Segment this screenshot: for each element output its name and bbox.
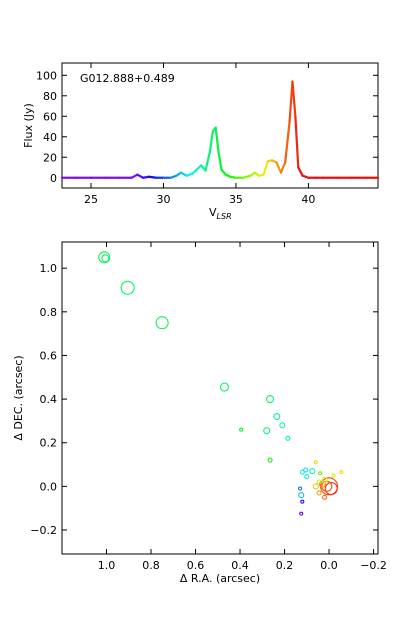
- maser-spot: [319, 477, 339, 496]
- spectrum-ytick-label: 60: [43, 110, 57, 123]
- maser-spot: [267, 457, 273, 463]
- map-ytick-label: 0.0: [40, 480, 58, 493]
- spectrum-ytick-label: 0: [50, 172, 57, 185]
- spectrum-line-segment: [275, 161, 282, 174]
- map-xtick-label: 1.0: [98, 559, 116, 572]
- spectrum-line-segment: [242, 174, 252, 179]
- map-xlabel: Δ R.A. (arcsec): [180, 572, 260, 585]
- spectrum-line-segment: [147, 175, 158, 179]
- maser-spot: [324, 481, 338, 496]
- spectrum-line-segment: [291, 80, 297, 118]
- maser-spot: [316, 479, 322, 485]
- maser-spot: [299, 469, 305, 475]
- map-xtick-label: 0.4: [231, 559, 249, 572]
- map-xtick-label: 0.8: [142, 559, 160, 572]
- maser-spot: [312, 483, 319, 490]
- maser-spot: [322, 494, 328, 500]
- spectrum-xlabel: VLSR: [209, 206, 232, 221]
- spot-map-panel: 1.0 0.8 0.6 0.4 0.2 0.0 −0.2 −0.2 0.0 0.2 0.4 0.6 0.…: [12, 241, 387, 585]
- spectrum-line-segment: [294, 115, 300, 169]
- spectrum-xtick-label: 40: [301, 193, 315, 206]
- maser-spot: [273, 412, 281, 421]
- maser-spot: [303, 467, 309, 473]
- maser-spot: [120, 280, 135, 295]
- maser-spot: [298, 492, 305, 499]
- maser-spot: [339, 470, 344, 475]
- maser-spot: [318, 471, 323, 476]
- spectrum-frame: [61, 62, 379, 189]
- spectrum-line-segment: [204, 151, 211, 172]
- spectrum-line-segment: [214, 126, 220, 154]
- map-ytick-label: 0.2: [40, 437, 58, 450]
- spectrum-line-segment: [208, 130, 214, 154]
- maser-spot: [299, 511, 304, 516]
- spectrum-xtick-label: 25: [84, 193, 98, 206]
- spectrum-ytick-label: 40: [43, 131, 57, 144]
- maser-spot: [313, 460, 318, 465]
- maser-spot: [298, 486, 303, 491]
- maser-spot: [285, 435, 291, 441]
- maser-spot: [219, 382, 229, 392]
- maser-spot: [300, 499, 305, 504]
- map-ytick-label: 0.4: [40, 393, 58, 406]
- map-xtick-label: 0.0: [320, 559, 338, 572]
- maser-spot: [304, 473, 310, 480]
- spectrum-line-segment: [279, 161, 287, 174]
- maser-spot: [263, 427, 271, 435]
- spectrum-line-segment: [217, 151, 223, 171]
- maser-spot: [155, 316, 169, 330]
- map-ytick-label: 0.6: [40, 349, 58, 362]
- spectrum-line-segment: [262, 160, 269, 176]
- spectrum-xlabel-main: V: [209, 206, 217, 219]
- maser-spot: [239, 427, 244, 432]
- spectrum-panel: 25 30 35 40 0 20 40 60 80 100 G012.888+0.489 Flux (…: [22, 62, 380, 221]
- maser-spot: [331, 473, 336, 478]
- map-ytick-label: 1.0: [40, 262, 58, 275]
- maser-spot: [316, 490, 322, 496]
- maser-spot: [101, 254, 110, 263]
- map-xtick-label: 0.2: [276, 559, 294, 572]
- spectrum-line-segment: [284, 120, 291, 164]
- spectrum-xlabel-sub: LSR: [217, 212, 232, 221]
- map-xtick-label: −0.2: [360, 559, 387, 572]
- spectrum-line-segment: [297, 166, 304, 177]
- spectrum-line-segment: [220, 168, 227, 176]
- map-xtick-label: 0.6: [187, 559, 205, 572]
- maser-spot: [98, 251, 111, 264]
- spectrum-xtick-label: 35: [229, 193, 243, 206]
- maser-spot: [321, 476, 328, 483]
- maser-spot: [279, 422, 286, 429]
- maser-spot: [266, 395, 275, 404]
- maser-spot: [309, 468, 316, 475]
- map-ylabel: Δ DEC. (arcsec): [12, 355, 25, 440]
- spectrum-xtick-label: 30: [156, 193, 170, 206]
- spectrum-ytick-label: 20: [43, 151, 57, 164]
- spectrum-ytick-label: 80: [43, 90, 57, 103]
- map-ytick-label: −0.2: [30, 524, 57, 537]
- map-ytick-label: 0.8: [40, 306, 58, 319]
- map-frame: [61, 241, 379, 555]
- spectrum-ytick-label: 100: [36, 69, 57, 82]
- spectrum-ylabel: Flux (Jy): [22, 103, 35, 148]
- source-name-label: G012.888+0.489: [80, 72, 175, 85]
- maser-spot: [321, 480, 333, 492]
